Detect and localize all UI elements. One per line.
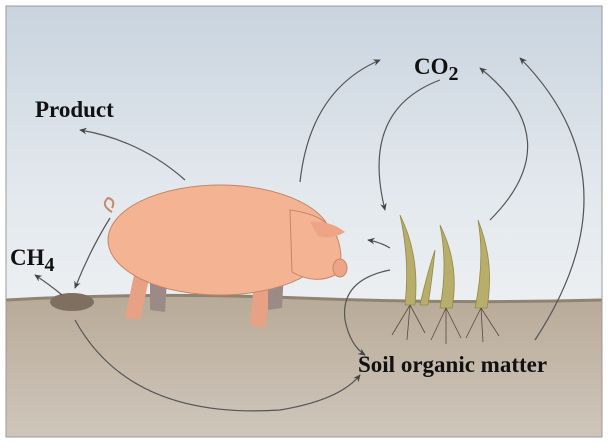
manure (50, 293, 94, 311)
diagram: Product CH4 CO2 Soil organic matter (0, 0, 608, 443)
product-label: Product (35, 97, 114, 122)
soil-label: Soil organic matter (358, 352, 547, 377)
methane-text: CH (10, 245, 45, 270)
co2-text: CO (414, 54, 449, 79)
methane-subscript: 4 (45, 254, 55, 276)
co2-subscript: 2 (449, 63, 459, 85)
